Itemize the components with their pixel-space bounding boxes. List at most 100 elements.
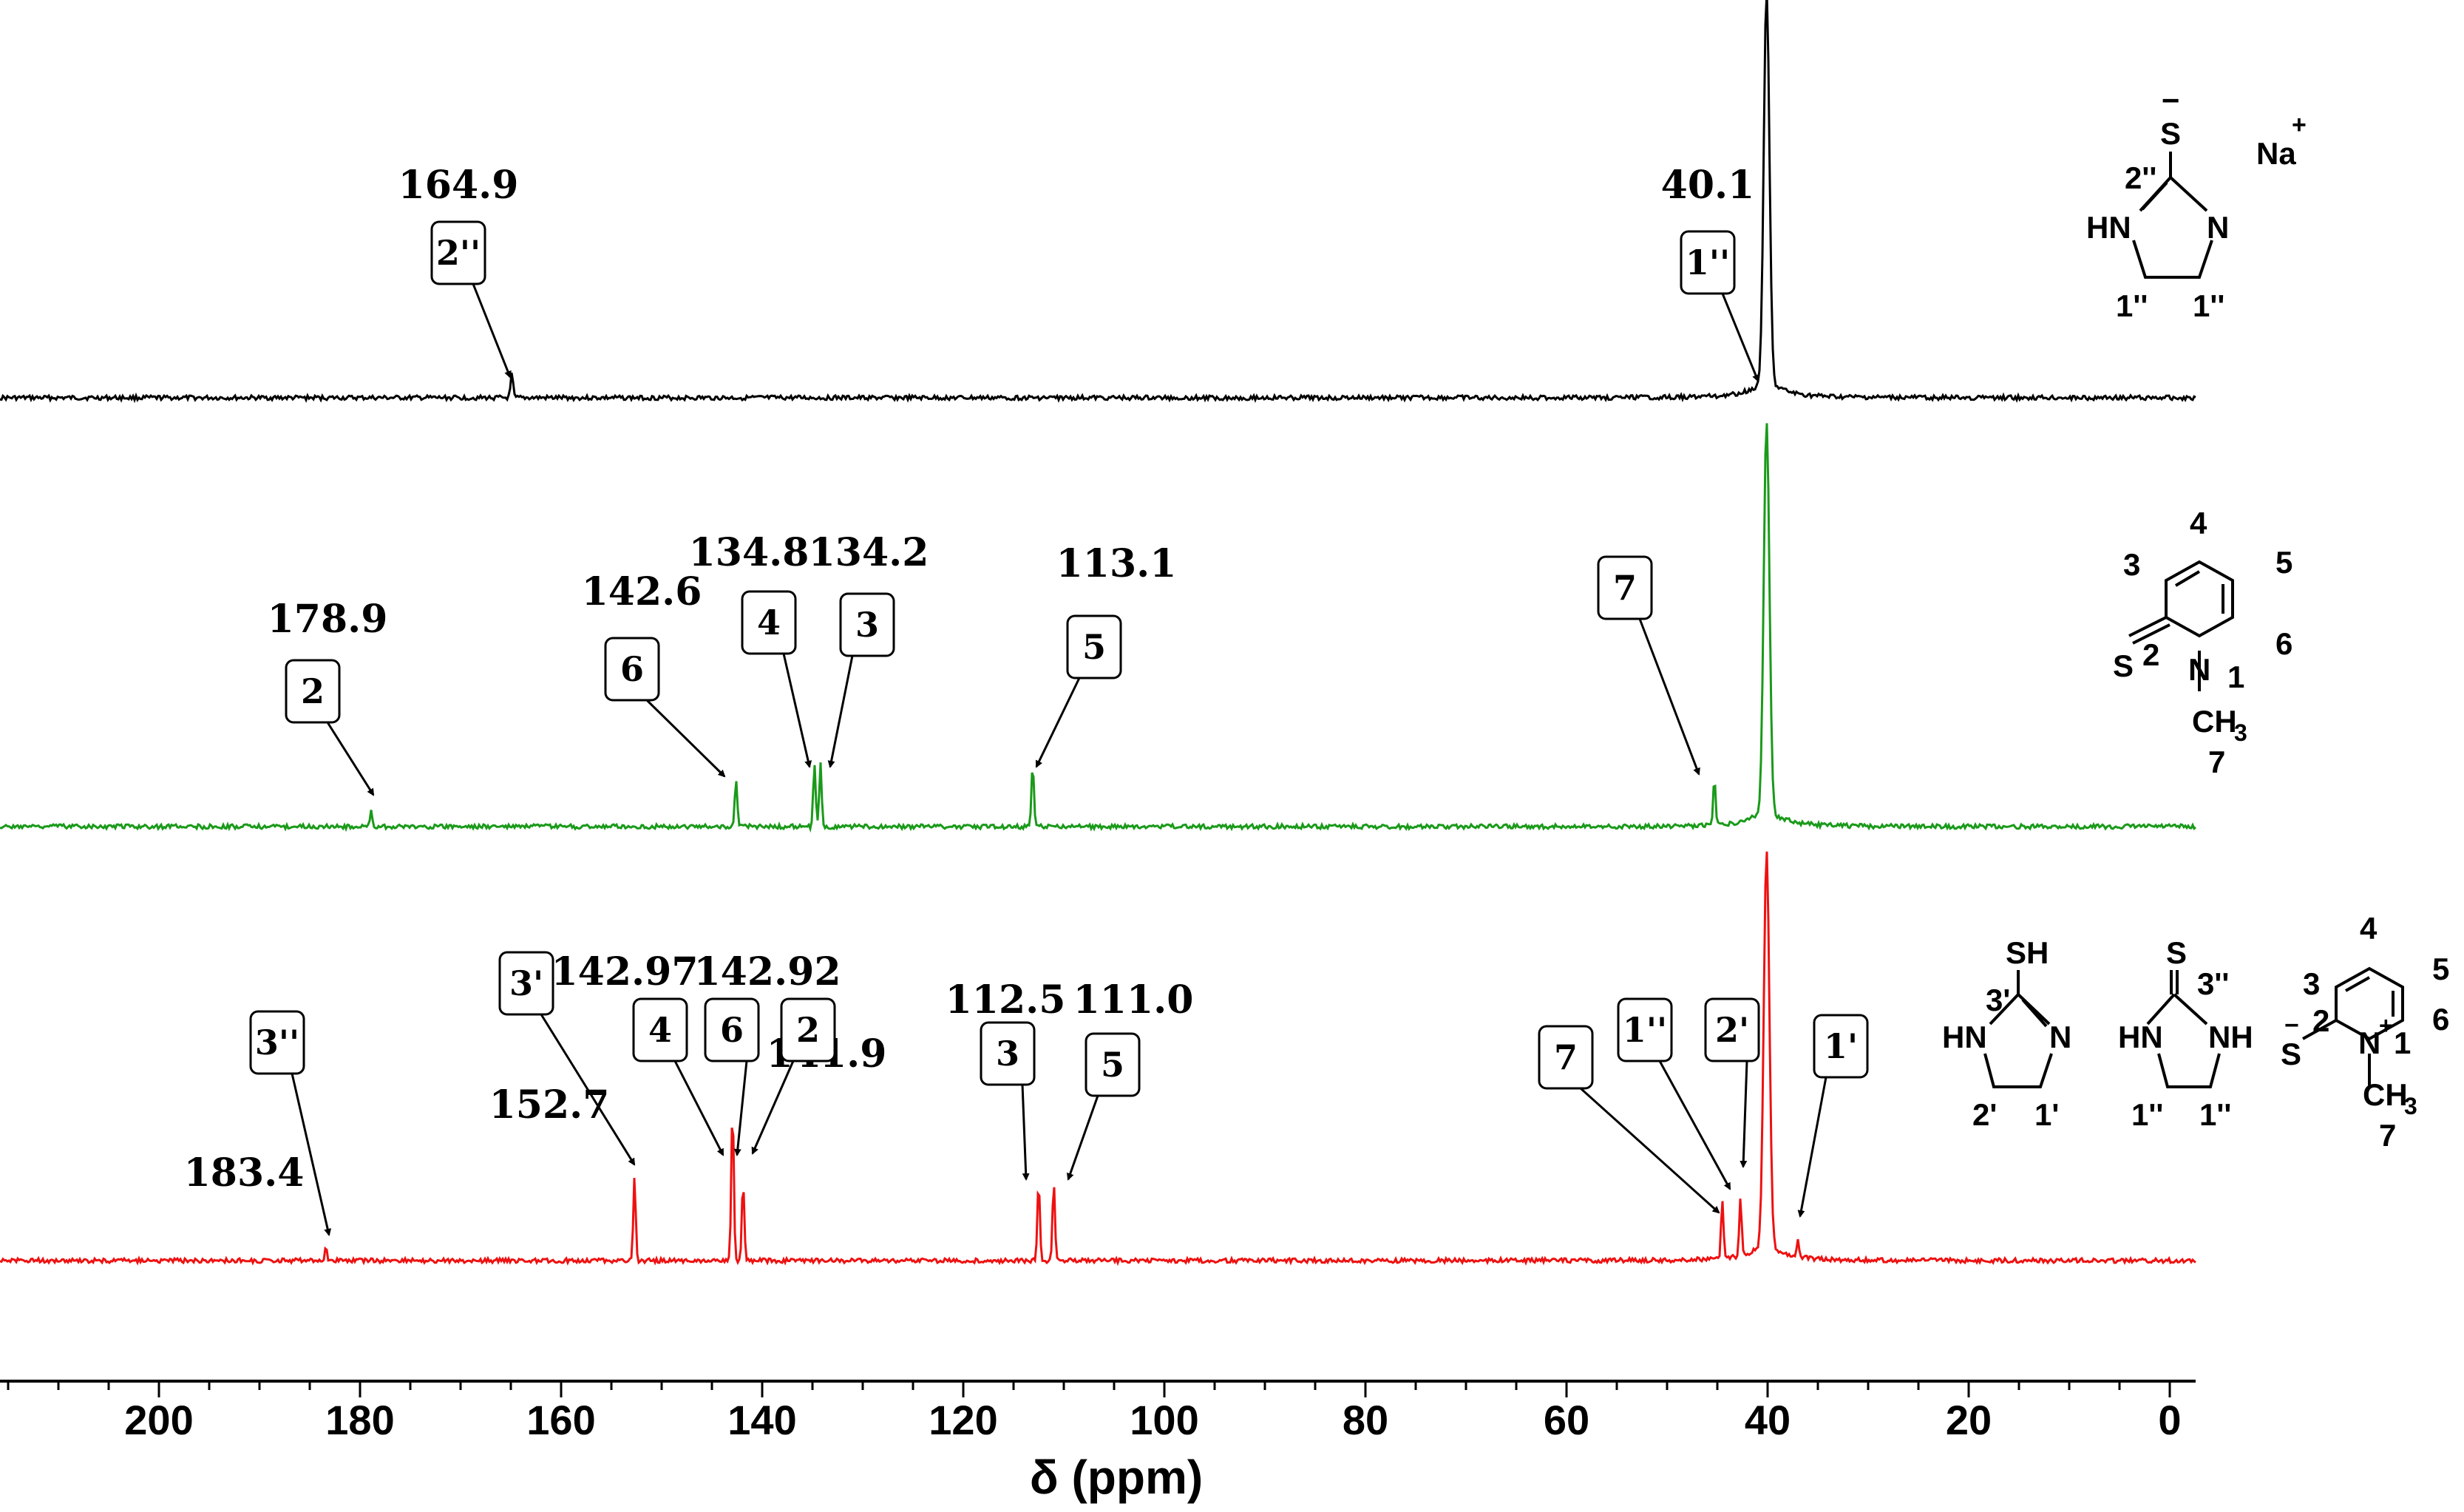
peak-arrow	[291, 1073, 332, 1236]
peak-assignment-label: 7	[1613, 568, 1637, 608]
struct-top-s: S	[2160, 116, 2181, 151]
struct-top-c1a: 1''	[2116, 288, 2148, 323]
peak-value-label: 134.8	[689, 530, 810, 575]
peak-value-label: 164.9	[398, 163, 519, 208]
struct-top-bonds	[2132, 152, 2213, 279]
struct-ba-n: N	[2049, 1020, 2071, 1054]
peak-arrow	[782, 653, 812, 768]
spectrum-trace-1	[0, 0, 2196, 404]
peak-assignment-label: 1''	[1686, 243, 1730, 282]
peak-assignment-label: 5	[1101, 1045, 1124, 1085]
peak-arrow	[645, 699, 726, 778]
peak-value-label: 142.97	[551, 949, 698, 994]
peak-assignment-label: 3	[855, 605, 879, 645]
struct-top-na: Na	[2256, 136, 2296, 171]
peak-assignment-label: 5	[1082, 627, 1106, 667]
struct-ba-c2: 2'	[1972, 1097, 1997, 1132]
peak-assignment-box	[1085, 1032, 1141, 1097]
peak-assignment-box	[1538, 1025, 1594, 1090]
peak-arrow	[1721, 293, 1759, 382]
peak-assignment-box	[1066, 614, 1122, 679]
peak-arrow	[540, 1014, 636, 1166]
struct-bb-bonds	[2146, 970, 2221, 1088]
struct-mid-ch3: CH	[2192, 704, 2237, 739]
peak-arrow	[1797, 1077, 1827, 1218]
peak-value-label: 142.92	[693, 949, 841, 994]
structure-bottom-c: S − N + CH 3 2 3 4 5 6 1 7	[2281, 911, 2449, 1153]
peak-assignment-box	[604, 637, 660, 702]
peak-assignment-label: 3	[996, 1034, 1019, 1074]
peak-value-label: 178.9	[268, 597, 388, 642]
peak-assignment-box	[1597, 555, 1653, 620]
peak-value-label: 40.1	[1661, 163, 1755, 208]
struct-mid-n: N	[2188, 652, 2210, 687]
struct-bc-c4: 4	[2360, 911, 2378, 946]
peak-arrow	[1740, 1060, 1748, 1168]
struct-mid-sub3: 3	[2234, 719, 2247, 746]
struct-bc-c3: 3	[2303, 966, 2320, 1001]
struct-mid-c3: 3	[2123, 547, 2140, 582]
peak-value-label: 113.1	[1056, 541, 1177, 586]
struct-bb-c3: 3''	[2197, 966, 2229, 1001]
structure-top: S − Na + 2'' HN N 1'' 1''	[2086, 83, 2307, 323]
struct-top-c2: 2''	[2125, 160, 2156, 195]
peak-assignment-label: 2''	[436, 233, 481, 273]
peak-arrow	[472, 283, 512, 379]
peak-assignment-box	[1813, 1014, 1869, 1079]
x-tick-label: 60	[1544, 1397, 1589, 1443]
struct-bb-hn: HN	[2118, 1020, 2163, 1054]
spectrum-trace-3	[0, 851, 2196, 1267]
peak-arrow	[326, 722, 375, 796]
x-tick-label: 120	[929, 1397, 997, 1443]
peak-assignment-box	[980, 1021, 1036, 1086]
struct-mid-c2: 2	[2142, 637, 2159, 672]
spectra-traces	[0, 0, 2196, 1267]
struct-ba-hn: HN	[1942, 1020, 1987, 1054]
peak-assignment-label: 3''	[255, 1023, 299, 1062]
struct-top-minus: −	[2162, 83, 2180, 118]
peak-assignment-label: 6	[620, 649, 644, 689]
x-tick-label: 160	[526, 1397, 595, 1443]
x-axis: 200 180 160 140 120 100 80 60 40 20 0 δ (ppm)	[0, 1380, 2196, 1504]
peak-assignment-box	[498, 951, 554, 1016]
peak-assignment-label: 4	[648, 1010, 672, 1050]
struct-bc-c7: 7	[2379, 1118, 2396, 1153]
peak-arrow	[1021, 1084, 1030, 1181]
struct-bc-c6: 6	[2432, 1002, 2449, 1037]
struct-bc-n1: 1	[2394, 1025, 2411, 1060]
x-tick-label: 180	[325, 1397, 394, 1443]
x-tick-label: 20	[1946, 1397, 1992, 1443]
struct-ba-bonds	[1983, 970, 2053, 1088]
struct-bc-ring	[2302, 966, 2404, 1087]
x-tick-label: 80	[1343, 1397, 1388, 1443]
struct-mid-c5: 5	[2275, 545, 2292, 580]
struct-bc-c2: 2	[2312, 1003, 2329, 1038]
peak-assignment-label: 3'	[509, 963, 543, 1003]
struct-bc-c5: 5	[2432, 952, 2449, 986]
structure-bottom-a: SH 3' HN N 2' 1'	[1942, 935, 2071, 1132]
struct-bc-sub3: 3	[2404, 1093, 2417, 1119]
struct-bb-c1a: 1''	[2131, 1097, 2163, 1132]
peak-arrow	[751, 1060, 795, 1155]
peak-assignment-box	[1680, 230, 1736, 295]
peak-arrow	[1658, 1060, 1731, 1190]
struct-top-n: N	[2207, 210, 2229, 245]
peak-arrow	[733, 1060, 748, 1156]
peak-assignment-label: 1''	[1623, 1010, 1667, 1050]
struct-ba-sh: SH	[2006, 935, 2049, 970]
peak-value-label: 111.0	[1073, 977, 1194, 1023]
struct-mid-c6: 6	[2275, 626, 2292, 661]
struct-mid-ring	[2128, 560, 2234, 691]
x-tick-label: 140	[727, 1397, 796, 1443]
peak-assignment-box	[1704, 997, 1760, 1062]
peak-arrow	[673, 1060, 724, 1156]
struct-bb-nh: NH	[2208, 1020, 2253, 1054]
struct-bc-ch3: CH	[2363, 1077, 2408, 1112]
peak-value-label: 112.5	[946, 977, 1066, 1023]
peak-assignment-label: 6	[720, 1010, 744, 1050]
peak-assignment-label: 1'	[1824, 1026, 1858, 1066]
struct-bc-plus: +	[2379, 1012, 2393, 1039]
peak-value-label: 152.7	[489, 1082, 610, 1128]
struct-bb-c1b: 1''	[2199, 1097, 2231, 1132]
